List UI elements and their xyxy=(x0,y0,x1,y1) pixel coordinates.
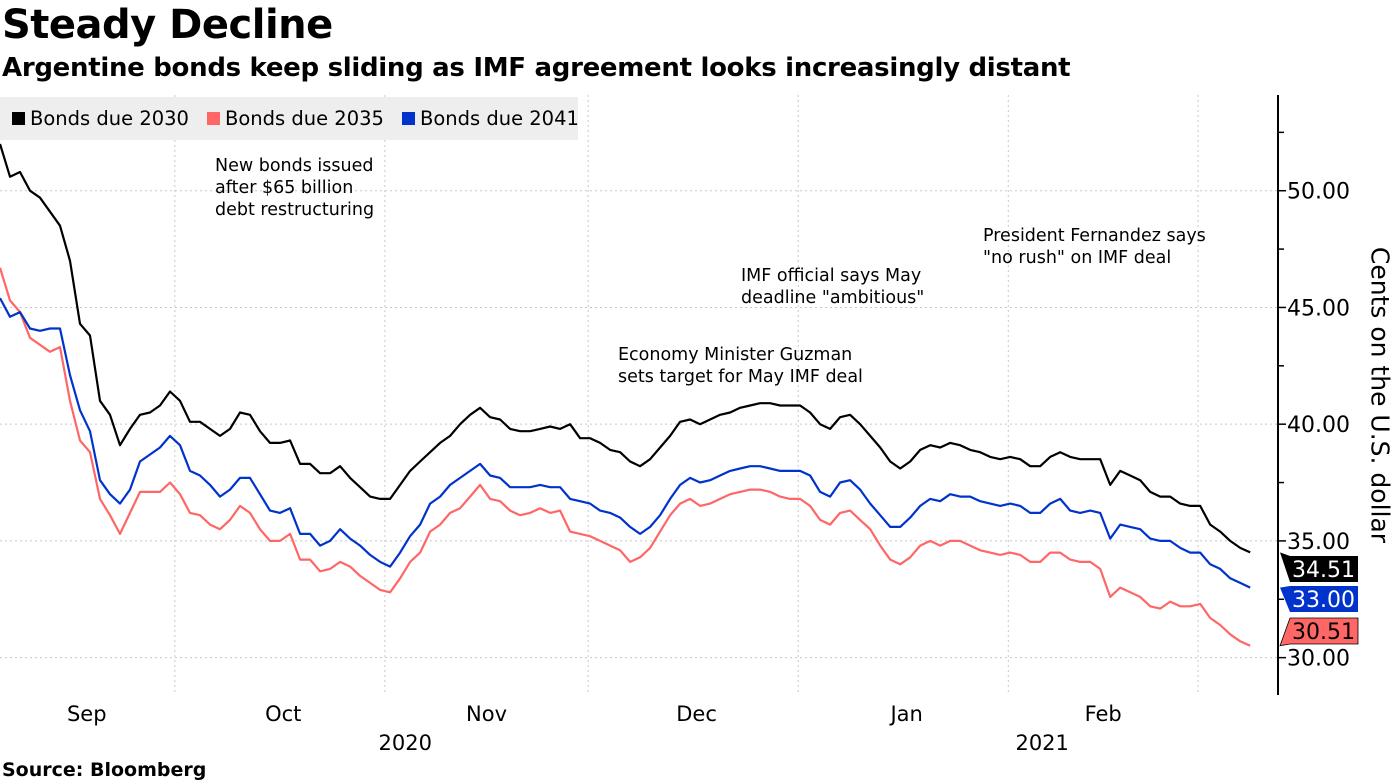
annotation-imf-official: IMF official says May deadline "ambitiou… xyxy=(741,266,925,308)
y-tick-label: 40.00 xyxy=(1287,413,1350,438)
series-line-bonds-due-2041 xyxy=(0,297,1251,589)
legend-label: Bonds due 2035 xyxy=(224,107,384,130)
x-year-label: 2020 xyxy=(378,731,431,755)
end-value-label: 33.00 xyxy=(1292,588,1355,613)
legend-item-2041: Bonds due 2041 xyxy=(401,107,579,130)
legend-item-2035: Bonds due 2035 xyxy=(206,107,384,130)
x-tick-label: Dec xyxy=(676,702,717,726)
chart-subtitle: Argentine bonds keep sliding as IMF agre… xyxy=(2,53,1071,83)
x-tick-label: Sep xyxy=(67,702,107,726)
series-line-bonds-due-2035 xyxy=(0,267,1251,647)
end-value-label: 30.51 xyxy=(1292,620,1355,645)
y-tick-label: 35.00 xyxy=(1287,530,1350,555)
end-value-label: 34.51 xyxy=(1292,558,1355,583)
y-tick-label: 30.00 xyxy=(1287,647,1350,672)
x-tick-label: Nov xyxy=(466,702,507,726)
legend-swatch xyxy=(12,112,25,125)
y-tick-label: 45.00 xyxy=(1287,296,1350,321)
legend-swatch xyxy=(401,112,415,125)
end-value-tag xyxy=(1280,586,1358,612)
source-note: Source: Bloomberg xyxy=(2,759,207,781)
end-value-tag xyxy=(1279,617,1359,647)
chart-title: Steady Decline xyxy=(2,2,333,48)
annotation-fernandez: President Fernandez says "no rush" on IM… xyxy=(983,226,1206,268)
legend-item-2030: Bonds due 2030 xyxy=(12,107,189,130)
legend: Bonds due 2030 Bonds due 2035 Bonds due … xyxy=(0,97,579,140)
x-year-label: 2021 xyxy=(1015,731,1068,755)
legend-label: Bonds due 2030 xyxy=(30,107,189,130)
legend-swatch xyxy=(206,112,220,125)
series-line-bonds-due-2030 xyxy=(0,143,1251,554)
annotation-guzman: Economy Minister Guzman sets target for … xyxy=(618,345,863,387)
x-tick-label: Feb xyxy=(1085,702,1122,726)
y-tick-label: 50.00 xyxy=(1287,180,1350,205)
x-tick-label: Oct xyxy=(265,702,301,726)
end-value-tag xyxy=(1280,552,1358,582)
y-axis-label: Cents on the U.S. dollar xyxy=(1365,246,1395,544)
annotation-restructuring: New bonds issued after $65 billion debt … xyxy=(215,156,375,220)
x-tick-label: Jan xyxy=(888,702,922,726)
legend-label: Bonds due 2041 xyxy=(419,107,579,130)
